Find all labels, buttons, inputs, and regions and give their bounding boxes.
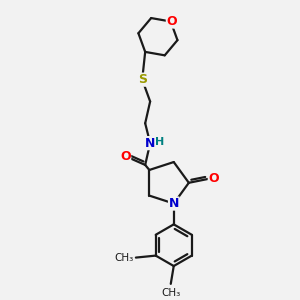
Text: N: N [145,136,155,150]
Text: S: S [138,73,147,86]
Text: CH₃: CH₃ [161,288,180,298]
Text: CH₃: CH₃ [115,253,134,262]
Text: O: O [208,172,219,185]
Text: H: H [155,137,165,147]
Text: O: O [120,149,131,163]
Text: O: O [167,15,177,28]
Text: N: N [169,197,179,210]
